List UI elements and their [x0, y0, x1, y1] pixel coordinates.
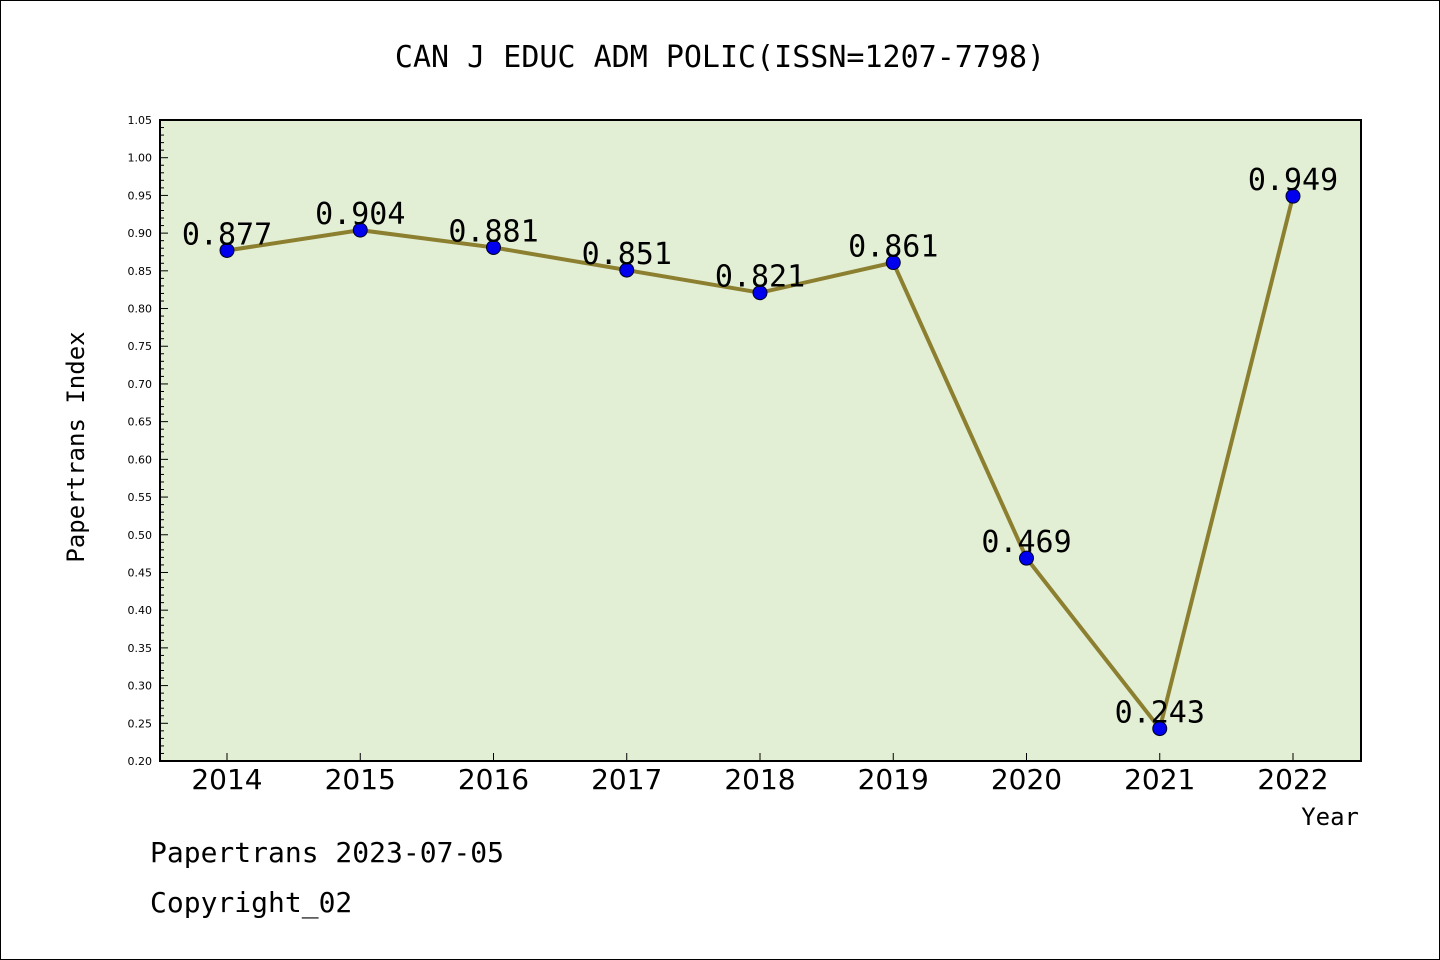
- data-point: [1285, 188, 1301, 204]
- y-tick-label: 0.75: [128, 340, 153, 353]
- y-axis: 0.20 0.25 0.30 0.35 0.40 0.45 0.50 0.55 0.60 0.65…: [128, 114, 168, 768]
- x-tick-label: 2019: [858, 763, 929, 796]
- data-label: 0.881: [448, 214, 538, 249]
- data-point: [1019, 550, 1034, 566]
- y-tick-label: 0.45: [128, 566, 153, 579]
- data-labels: 0.877 0.904 0.881 0.851 0.821 0.861 0.469 0.243…: [182, 163, 1338, 730]
- y-tick-label: 1.05: [128, 114, 153, 127]
- data-label: 0.469: [981, 525, 1071, 560]
- data-point: [219, 242, 235, 258]
- y-tick-label: 0.55: [128, 491, 153, 504]
- data-label: 0.851: [582, 237, 672, 272]
- data-point: [752, 285, 768, 301]
- data-label: 0.949: [1248, 163, 1338, 198]
- y-tick-label: 0.40: [128, 604, 153, 617]
- x-tick-label: 2014: [191, 763, 262, 796]
- data-point: [352, 222, 368, 238]
- y-tick-label: 0.25: [128, 717, 153, 730]
- data-label: 0.877: [182, 217, 272, 252]
- y-tick-label: 0.50: [128, 529, 153, 542]
- data-label: 0.861: [848, 230, 938, 265]
- x-tick-label: 2016: [458, 763, 529, 796]
- x-tick-label: 2018: [724, 763, 795, 796]
- series-papertrans-index: [219, 188, 1301, 737]
- data-point: [1152, 721, 1168, 737]
- y-tick-label: 0.60: [128, 453, 153, 466]
- y-tick-label: 0.65: [128, 416, 153, 429]
- y-tick-label: 0.30: [128, 680, 153, 693]
- y-tick-label: 0.20: [128, 755, 153, 768]
- data-label: 0.821: [715, 260, 805, 295]
- data-point: [885, 255, 901, 271]
- y-tick-label: 0.80: [128, 303, 153, 316]
- y-tick-label: 1.00: [128, 152, 153, 165]
- y-tick-label: 0.35: [128, 642, 153, 655]
- x-axis: 2014 2015 2016 2017 2018 2019 2020 2021 2022: [191, 753, 1329, 796]
- chart-title: CAN J EDUC ADM POLIC(ISSN=1207-7798): [395, 40, 1045, 75]
- x-axis-label: Year: [1301, 803, 1359, 831]
- data-point: [619, 262, 635, 278]
- data-label: 0.243: [1115, 696, 1205, 731]
- y-tick-label: 0.95: [128, 189, 153, 202]
- y-axis-label: Papertrans Index: [62, 331, 90, 562]
- x-tick-label: 2021: [1124, 763, 1195, 796]
- footer-date: Papertrans 2023-07-05: [150, 836, 505, 869]
- y-tick-label: 0.90: [128, 227, 153, 240]
- x-tick-label: 2022: [1257, 763, 1328, 796]
- x-tick-label: 2015: [325, 763, 396, 796]
- y-tick-label: 0.70: [128, 378, 153, 391]
- data-point: [486, 239, 501, 255]
- data-label: 0.904: [315, 197, 405, 232]
- x-tick-label: 2020: [991, 763, 1062, 796]
- footer-copyright: Copyright_02: [150, 886, 353, 919]
- x-tick-label: 2017: [591, 763, 662, 796]
- y-tick-label: 0.85: [128, 265, 153, 278]
